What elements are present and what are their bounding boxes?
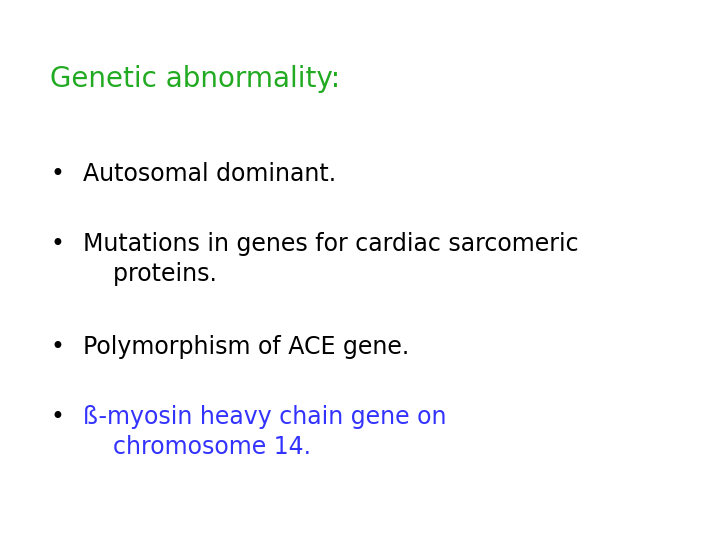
Text: •: • bbox=[50, 162, 64, 186]
Text: Polymorphism of ACE gene.: Polymorphism of ACE gene. bbox=[83, 335, 409, 359]
Text: Autosomal dominant.: Autosomal dominant. bbox=[83, 162, 336, 186]
Text: Mutations in genes for cardiac sarcomeric
    proteins.: Mutations in genes for cardiac sarcomeri… bbox=[83, 232, 578, 286]
Text: •: • bbox=[50, 335, 64, 359]
Text: Genetic abnormality:: Genetic abnormality: bbox=[50, 65, 341, 93]
Text: •: • bbox=[50, 232, 64, 256]
Text: •: • bbox=[50, 405, 64, 429]
Text: ß-myosin heavy chain gene on
    chromosome 14.: ß-myosin heavy chain gene on chromosome … bbox=[83, 405, 446, 458]
